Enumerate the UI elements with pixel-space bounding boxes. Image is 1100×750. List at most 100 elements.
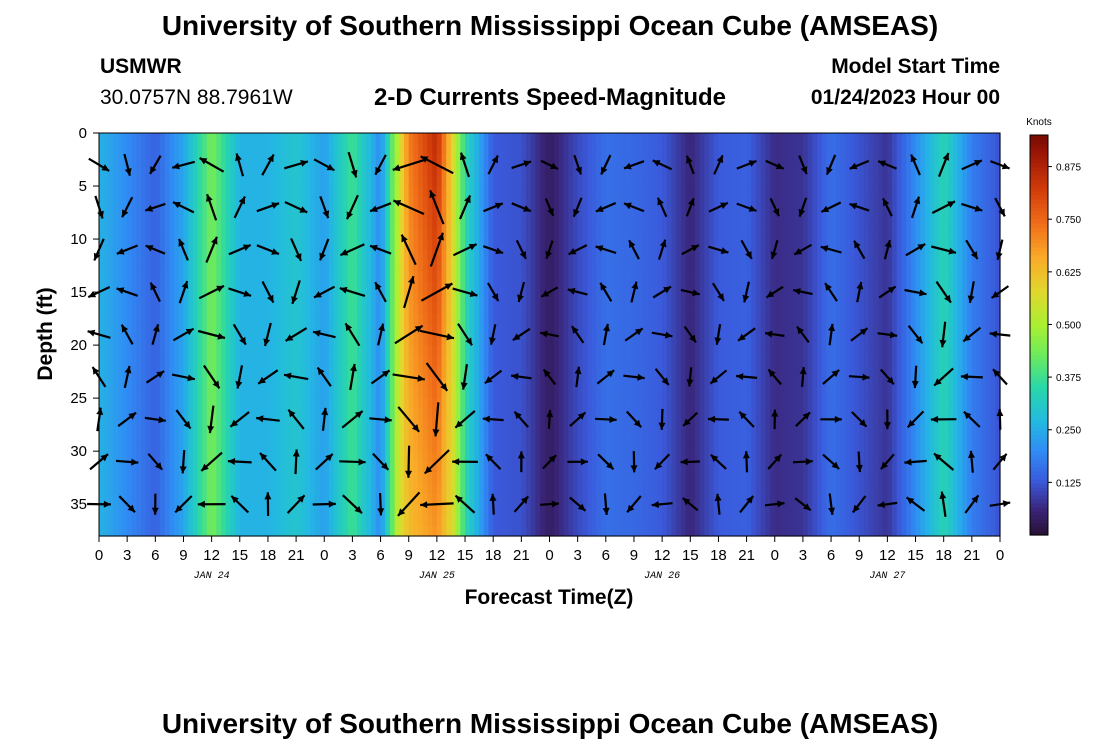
heatmap-cell xyxy=(230,482,236,495)
heatmap-cell xyxy=(615,228,621,240)
heatmap-cell xyxy=(277,270,283,283)
heatmap-cell xyxy=(211,451,217,463)
heatmap-cell xyxy=(202,143,208,155)
heatmap-cell xyxy=(488,207,494,219)
heatmap-cell xyxy=(371,196,377,208)
heatmap-cell xyxy=(483,239,490,251)
heatmap-cell xyxy=(394,366,400,378)
heatmap-cell xyxy=(394,281,400,293)
heatmap-cell xyxy=(249,366,255,378)
heatmap-cell xyxy=(324,387,330,399)
heatmap-cell xyxy=(108,175,114,187)
heatmap-cell xyxy=(629,143,635,155)
heatmap-cell xyxy=(540,419,546,431)
heatmap-cell xyxy=(389,175,396,187)
heatmap-cell xyxy=(225,461,231,473)
heatmap-cell xyxy=(235,313,241,325)
heatmap-cell xyxy=(324,429,330,442)
heatmap-cell xyxy=(117,525,124,537)
heatmap-cell xyxy=(296,387,302,399)
heatmap-cell xyxy=(568,334,574,346)
heatmap-cell xyxy=(263,186,269,198)
heatmap-cell xyxy=(141,429,147,442)
heatmap-cell xyxy=(357,239,363,251)
heatmap-cell xyxy=(483,302,490,314)
heatmap-cell xyxy=(150,419,156,431)
heatmap-cell xyxy=(582,164,588,177)
heatmap-cell xyxy=(469,133,476,145)
heatmap-cell xyxy=(596,355,602,367)
heatmap-cell xyxy=(605,334,612,346)
heatmap-cell xyxy=(540,472,546,484)
heatmap-cell xyxy=(408,525,415,537)
heatmap-cell xyxy=(389,514,396,526)
heatmap-cell xyxy=(127,440,133,452)
heatmap-cell xyxy=(253,175,260,187)
heatmap-cell xyxy=(591,249,598,261)
heatmap-cell xyxy=(249,355,255,367)
heatmap-cell xyxy=(526,525,532,537)
heatmap-cell xyxy=(103,281,109,293)
heatmap-cell xyxy=(361,217,368,230)
heatmap-cell xyxy=(371,249,377,261)
heatmap-cell xyxy=(347,419,353,431)
heatmap-cell xyxy=(629,398,635,410)
heatmap-cell xyxy=(319,514,325,526)
heatmap-cell xyxy=(300,239,307,251)
heatmap-cell xyxy=(347,260,353,272)
heatmap-cell xyxy=(549,366,555,378)
heatmap-cell xyxy=(141,228,147,240)
heatmap-cell xyxy=(554,164,560,177)
heatmap-cell xyxy=(544,175,551,187)
heatmap-cell xyxy=(99,440,105,452)
heatmap-cell xyxy=(197,186,203,198)
heatmap-cell xyxy=(286,355,292,367)
heatmap-cell xyxy=(544,292,551,304)
heatmap-cell xyxy=(117,482,124,495)
heatmap-cell xyxy=(389,207,396,219)
heatmap-cell xyxy=(530,366,537,378)
heatmap-cell xyxy=(310,270,316,283)
heatmap-cell xyxy=(591,260,598,272)
heatmap-cell xyxy=(127,461,133,473)
heatmap-cell xyxy=(493,493,499,505)
heatmap-cell xyxy=(267,207,274,219)
heatmap-cell xyxy=(310,334,316,346)
heatmap-cell xyxy=(422,164,429,177)
heatmap-cell xyxy=(328,461,335,473)
heatmap-cell xyxy=(160,228,166,240)
heatmap-cell xyxy=(643,408,649,420)
heatmap-cell xyxy=(225,249,231,261)
heatmap-cell xyxy=(563,217,569,230)
heatmap-cell xyxy=(389,525,396,537)
heatmap-cell xyxy=(160,334,166,346)
heatmap-cell xyxy=(455,133,461,145)
heatmap-cell xyxy=(549,398,555,410)
heatmap-cell xyxy=(563,228,569,240)
heatmap-cell xyxy=(258,440,264,452)
heatmap-cell xyxy=(244,323,250,336)
heatmap-cell xyxy=(333,175,339,187)
heatmap-cell xyxy=(685,408,691,420)
heatmap-cell xyxy=(314,313,321,325)
heatmap-cell xyxy=(206,239,213,251)
heatmap-cell xyxy=(404,228,410,240)
heatmap-cell xyxy=(502,493,508,505)
heatmap-cell xyxy=(516,164,522,177)
heatmap-cell xyxy=(272,461,278,473)
heatmap-cell xyxy=(624,270,630,283)
heatmap-cell xyxy=(648,196,654,208)
heatmap-cell xyxy=(610,440,616,452)
heatmap-cell xyxy=(526,228,532,240)
heatmap-cell xyxy=(375,302,382,314)
heatmap-cell xyxy=(211,419,217,431)
heatmap-cell xyxy=(328,196,335,208)
heatmap-cell xyxy=(389,186,396,198)
heatmap-cell xyxy=(192,355,199,367)
heatmap-cell xyxy=(131,355,138,367)
heatmap-cell xyxy=(141,143,147,155)
heatmap-cell xyxy=(624,196,630,208)
heatmap-cell xyxy=(643,525,649,537)
heatmap-cell xyxy=(432,398,438,410)
heatmap-cell xyxy=(493,525,499,537)
